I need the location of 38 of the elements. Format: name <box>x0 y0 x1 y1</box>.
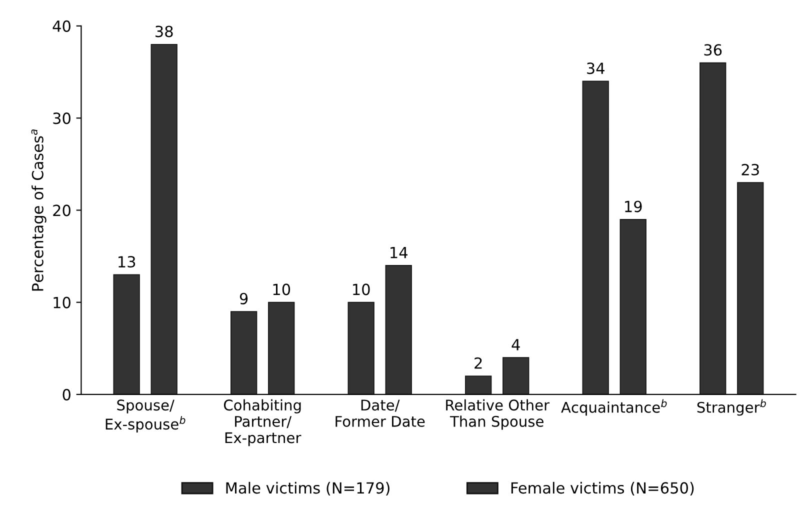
data-label: 38 <box>156 26 173 38</box>
x-tick-label: Relative Other Than Spouse <box>446 399 550 430</box>
data-label: 9 <box>240 292 248 304</box>
data-label: 13 <box>118 256 136 268</box>
bar <box>230 311 258 394</box>
data-label: 19 <box>625 200 642 212</box>
bar <box>465 376 492 394</box>
y-axis-title: Percentage of Cases$^{a}$ <box>31 129 46 291</box>
legend-label: Female victims (N=650) <box>511 482 694 496</box>
bar <box>620 218 646 394</box>
y-tick-label: 40 <box>52 20 70 32</box>
legend-label: Male victims (N=179) <box>226 482 390 496</box>
bar <box>113 274 140 394</box>
bar <box>385 265 412 394</box>
bar <box>737 182 764 394</box>
data-label: 23 <box>742 164 759 176</box>
y-tick-label: 30 <box>53 112 70 124</box>
bar <box>700 62 726 394</box>
bar <box>348 302 374 394</box>
x-tick-label: Acquaintance$^{b}$ <box>561 399 667 416</box>
bar <box>150 44 178 394</box>
data-label: 34 <box>587 62 604 74</box>
data-label: 10 <box>353 284 370 296</box>
x-tick-label: Date/ Former Date <box>336 400 425 427</box>
data-label: 36 <box>704 44 722 56</box>
x-tick-label: Cohabiting Partner/ Ex-partner <box>224 399 302 446</box>
x-tick-label: Stranger$^{b}$ <box>697 399 766 416</box>
data-label: 2 <box>474 357 482 369</box>
bar <box>502 357 530 394</box>
data-label: 4 <box>512 339 520 350</box>
data-label: 10 <box>273 284 290 296</box>
x-tick-label: Spouse/ Ex-spouse$^{b}$ <box>106 400 186 432</box>
bar <box>582 80 609 394</box>
y-tick-label: 10 <box>54 296 70 308</box>
y-tick-label: 0 <box>62 388 70 400</box>
data-label: 14 <box>390 246 408 258</box>
bar <box>268 302 295 394</box>
y-tick-label: 20 <box>53 204 70 216</box>
